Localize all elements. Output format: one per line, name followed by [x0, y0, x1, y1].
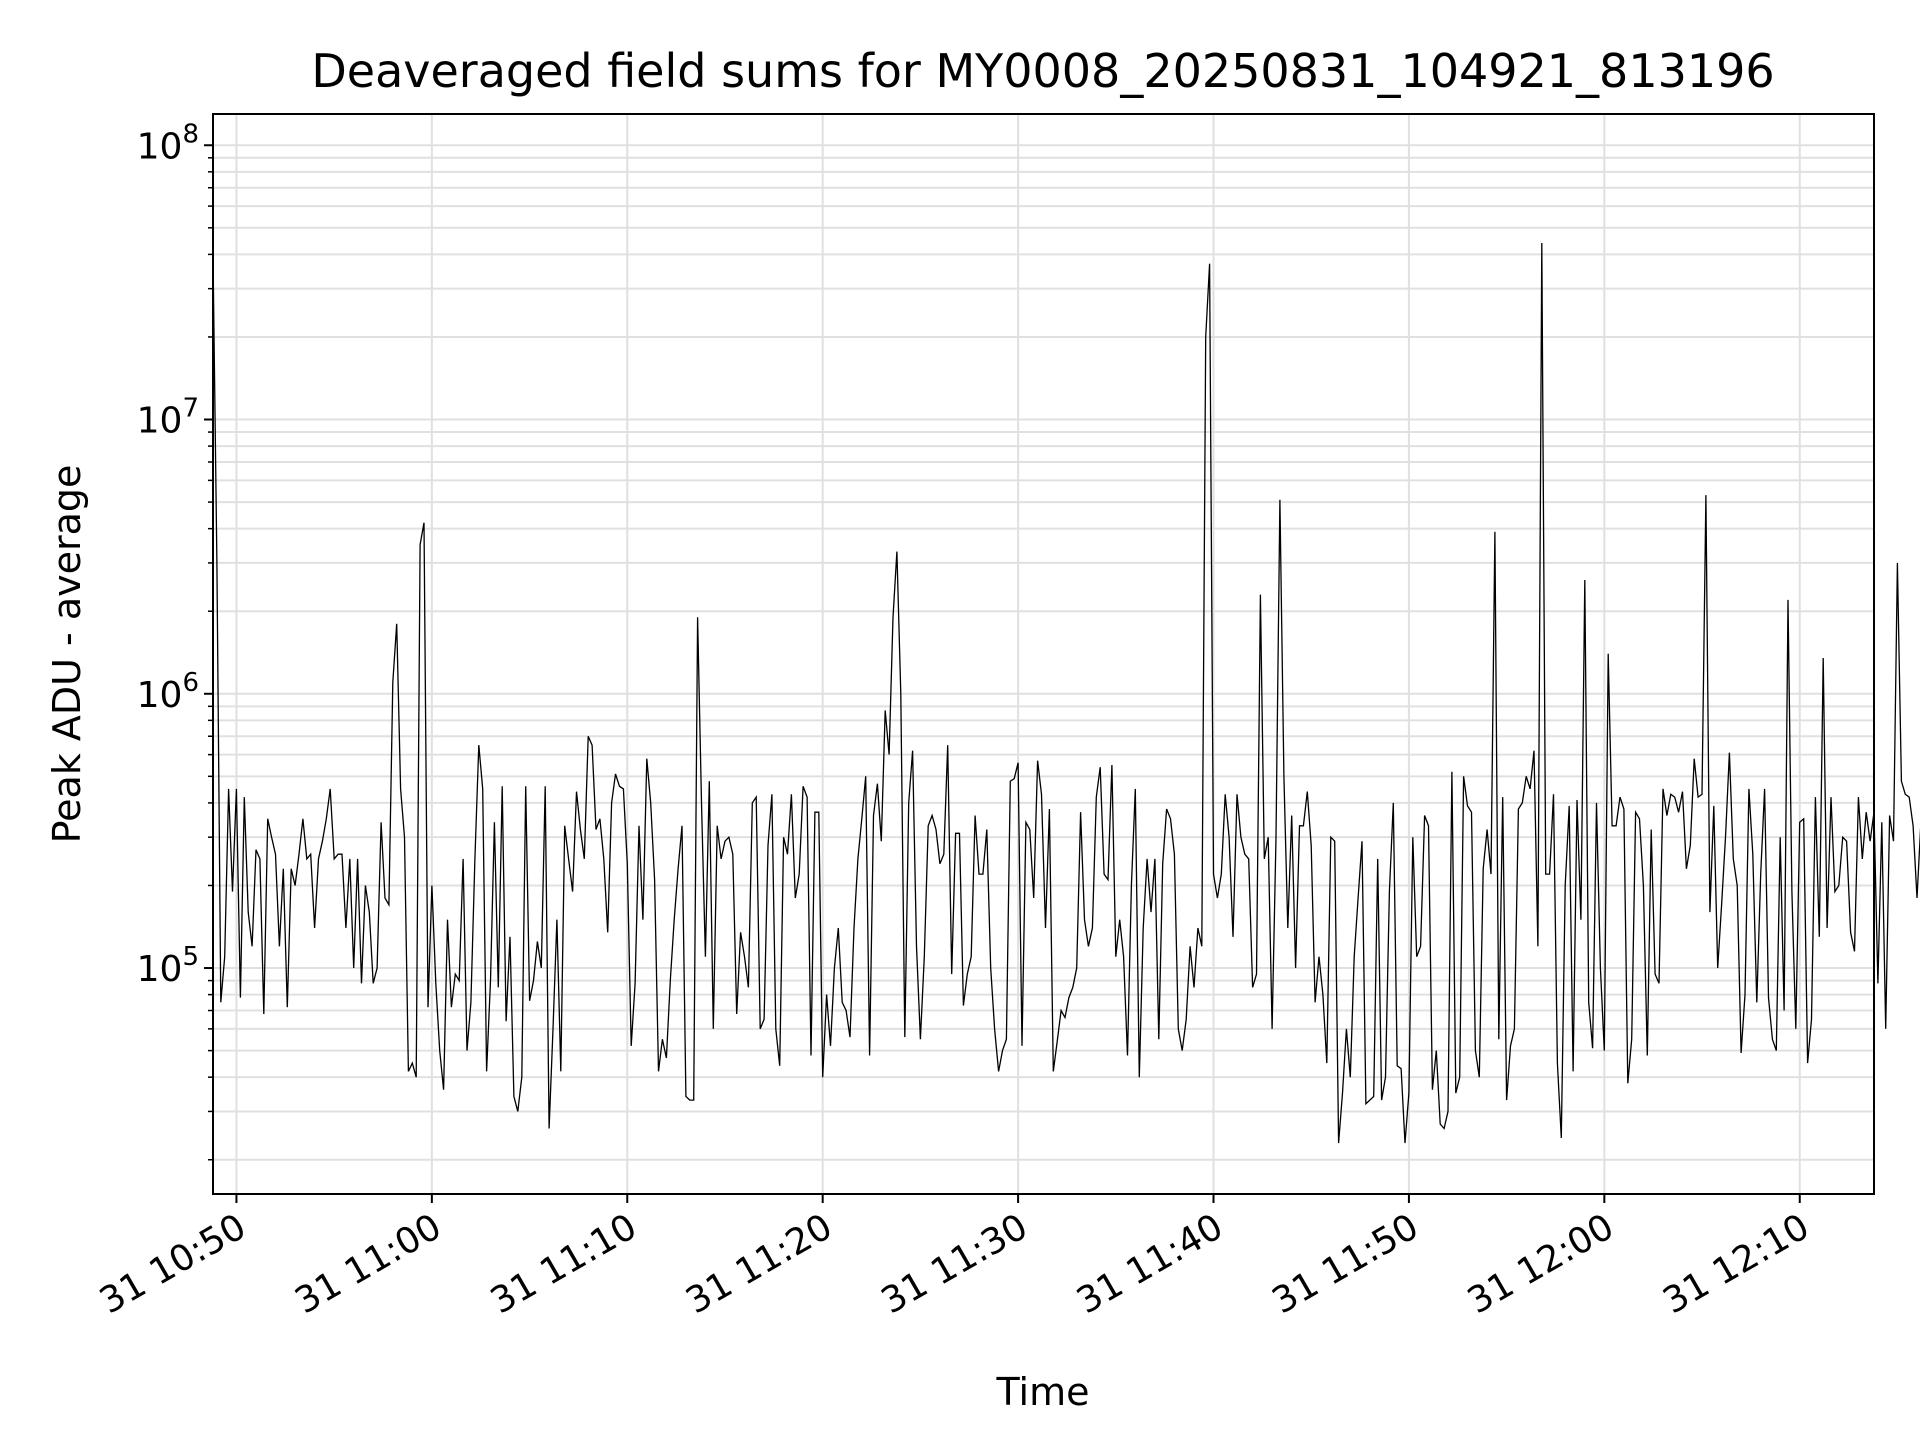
y-tick-label: 106	[137, 668, 199, 716]
y-tick-base: 10	[137, 949, 183, 990]
y-tick-exponent: 5	[182, 942, 199, 972]
series-line	[212, 242, 1920, 1144]
y-tick-exponent: 6	[182, 668, 199, 698]
y-tick-exponent: 7	[182, 394, 199, 424]
y-tick-label: 107	[137, 394, 199, 442]
y-tick-label: 108	[137, 119, 199, 167]
y-tick-base: 10	[137, 675, 183, 716]
x-axis-label: Time	[996, 1370, 1090, 1414]
chart-title: Deaveraged field sums for MY0008_2025083…	[311, 44, 1774, 98]
y-tick-label: 105	[137, 942, 199, 990]
y-tick-base: 10	[137, 126, 183, 167]
y-tick-exponent: 8	[182, 119, 199, 149]
series	[212, 242, 1920, 1144]
y-tick-base: 10	[137, 401, 183, 442]
plot-frame	[212, 113, 1875, 1195]
y-axis-label: Peak ADU - average	[45, 465, 89, 844]
